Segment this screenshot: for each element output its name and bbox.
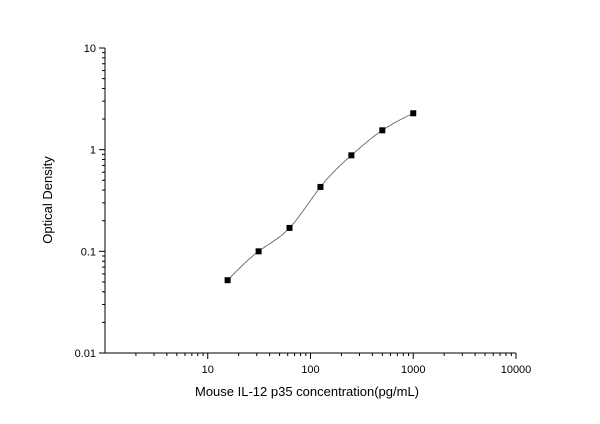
x-tick-label: 1000: [401, 364, 425, 376]
y-tick-label: 1: [90, 145, 96, 157]
x-tick-label: 100: [301, 364, 319, 376]
data-point: [286, 224, 293, 231]
x-axis-title: Mouse IL-12 p35 concentration(pg/mL): [195, 384, 419, 399]
data-point: [410, 110, 417, 117]
x-tick-label: 10000: [501, 364, 532, 376]
data-point: [224, 277, 231, 284]
data-point: [317, 183, 324, 190]
x-axis-ticks: 10 100 1000 10000: [135, 353, 532, 376]
data-point: [379, 127, 386, 134]
data-points: [224, 110, 417, 284]
x-tick-label: 10: [202, 364, 214, 376]
fit-curve: [227, 112, 414, 281]
data-point: [255, 248, 262, 255]
y-tick-label: 0.01: [75, 348, 96, 360]
data-point: [348, 152, 355, 159]
y-axis-ticks: 0.01 0.1 1 10: [75, 43, 105, 360]
y-tick-label: 0.1: [81, 246, 96, 258]
y-tick-label: 10: [84, 43, 96, 55]
y-axis-title: Optical Density: [40, 156, 55, 244]
